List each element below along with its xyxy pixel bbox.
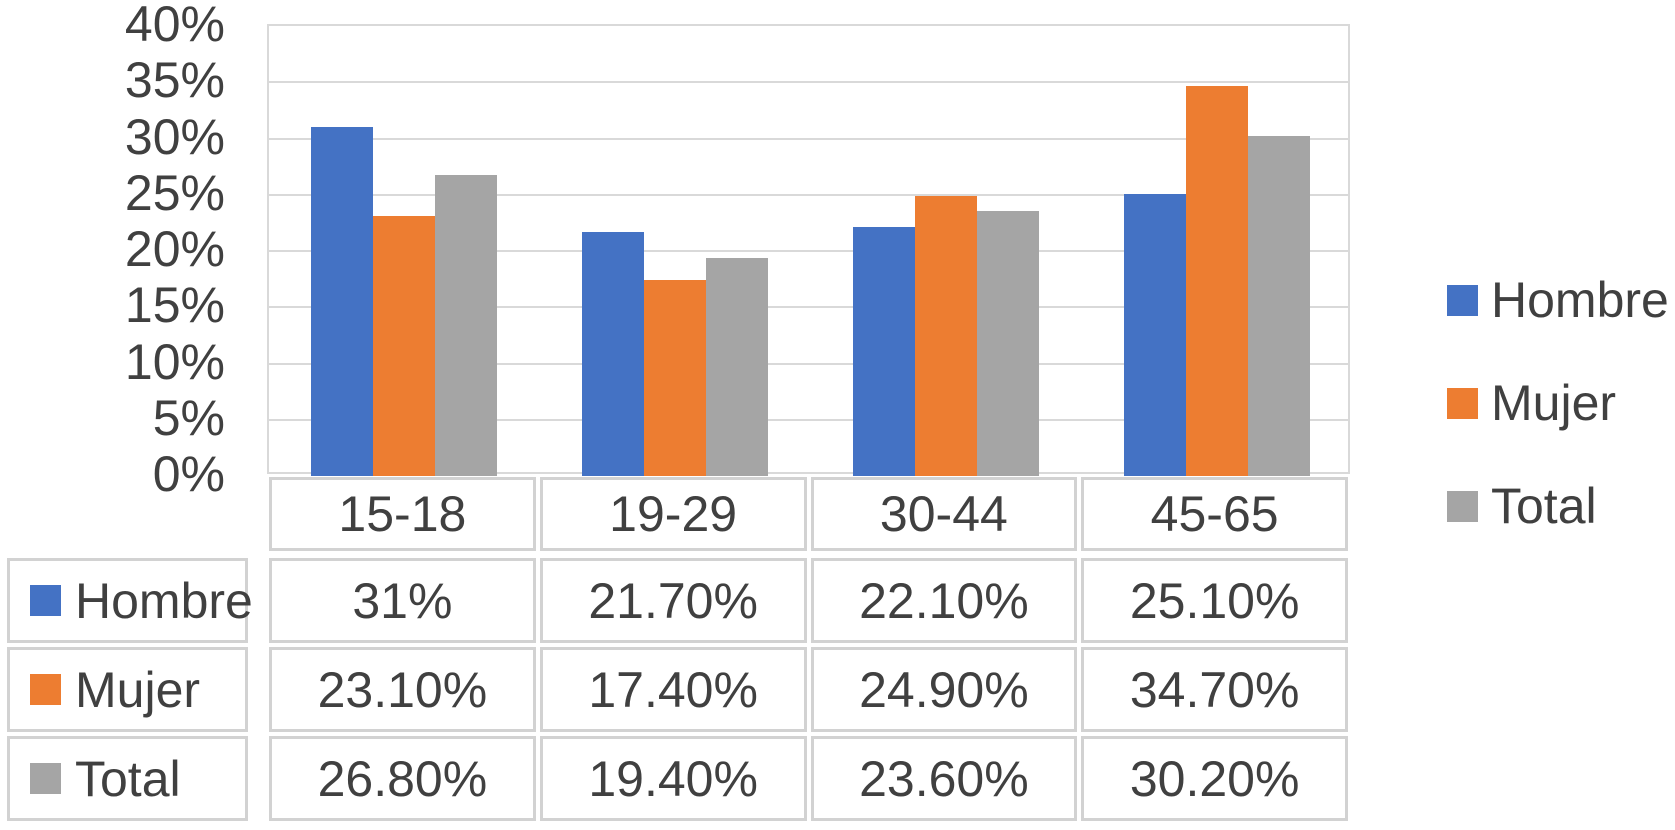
value-cell-total-45-65: 30.20% — [1081, 736, 1348, 821]
bar-total-19-29 — [706, 257, 769, 476]
y-tick-20-: 20% — [124, 221, 225, 277]
row-label-text-total: Total — [75, 750, 181, 807]
value-cell-hombre-19-29: 21.70% — [539, 558, 807, 643]
row-label-text-hombre: Hombre — [75, 572, 253, 629]
y-tick-15-: 15% — [124, 277, 225, 334]
row-swatch-total-icon — [30, 763, 61, 794]
value-cell-mujer-30-44: 24.90% — [810, 647, 1078, 732]
row-swatch-hombre-icon — [30, 585, 61, 616]
bar-hombre-19-29 — [582, 231, 645, 476]
y-tick-25-: 25% — [124, 164, 225, 221]
value-cell-total-19-29: 19.40% — [539, 736, 807, 821]
value-cell-hombre-30-44: 22.10% — [810, 558, 1078, 643]
value-cell-total-30-44: 23.60% — [810, 736, 1078, 821]
bar-hombre-15-18 — [311, 127, 374, 476]
header-cell-15-18: 15-18 — [269, 477, 536, 551]
y-tick-30-: 30% — [124, 108, 225, 165]
value-cell-mujer-45-65: 34.70% — [1081, 647, 1348, 732]
gridline-5% — [269, 418, 1348, 421]
plot-area — [267, 24, 1350, 476]
legend-swatch-total-icon — [1447, 490, 1478, 522]
bar-hombre-30-44 — [852, 227, 915, 476]
bar-mujer-15-18 — [373, 216, 436, 476]
bar-mujer-45-65 — [1185, 85, 1248, 476]
row-swatch-mujer-icon — [30, 674, 61, 705]
value-cell-mujer-19-29: 17.40% — [539, 647, 807, 732]
row-label-total: Total — [7, 736, 248, 821]
legend-label-total: Total — [1491, 478, 1597, 534]
legend-item-hombre: Hombre — [1447, 272, 1669, 328]
value-cell-hombre-15-18: 31% — [269, 558, 536, 643]
y-tick-40-: 40% — [124, 0, 225, 52]
y-tick-35-: 35% — [124, 52, 225, 109]
bar-total-15-18 — [435, 174, 498, 476]
legend-label-hombre: Hombre — [1491, 272, 1669, 328]
bar-mujer-19-29 — [644, 280, 707, 476]
bar-total-45-65 — [1247, 136, 1310, 476]
legend-swatch-mujer-icon — [1447, 387, 1478, 419]
legend-label-mujer: Mujer — [1491, 375, 1617, 431]
header-cell-19-29: 19-29 — [539, 477, 807, 551]
y-tick-5-: 5% — [152, 389, 225, 446]
value-cell-hombre-45-65: 25.10% — [1081, 558, 1348, 643]
row-label-hombre: Hombre — [7, 558, 253, 643]
value-cell-mujer-15-18: 23.10% — [269, 647, 536, 732]
gridline-25% — [269, 193, 1348, 196]
y-tick-0-: 0% — [152, 446, 225, 502]
legend-item-total: Total — [1447, 478, 1597, 534]
legend-item-mujer: Mujer — [1447, 375, 1617, 431]
header-cell-45-65: 45-65 — [1081, 477, 1348, 551]
bar-hombre-45-65 — [1123, 193, 1186, 476]
bar-mujer-30-44 — [914, 195, 977, 476]
header-cell-30-44: 30-44 — [810, 477, 1078, 551]
gridline-10% — [269, 362, 1348, 365]
bar-total-30-44 — [976, 210, 1039, 476]
value-cell-total-15-18: 26.80% — [269, 736, 536, 821]
row-label-mujer: Mujer — [7, 647, 248, 732]
gridline-30% — [269, 137, 1348, 140]
row-label-text-mujer: Mujer — [75, 661, 201, 718]
gridline-35% — [269, 81, 1348, 84]
legend-swatch-hombre-icon — [1447, 284, 1478, 316]
gridline-15% — [269, 306, 1348, 309]
gridline-20% — [269, 250, 1348, 252]
y-tick-10-: 10% — [124, 333, 225, 390]
